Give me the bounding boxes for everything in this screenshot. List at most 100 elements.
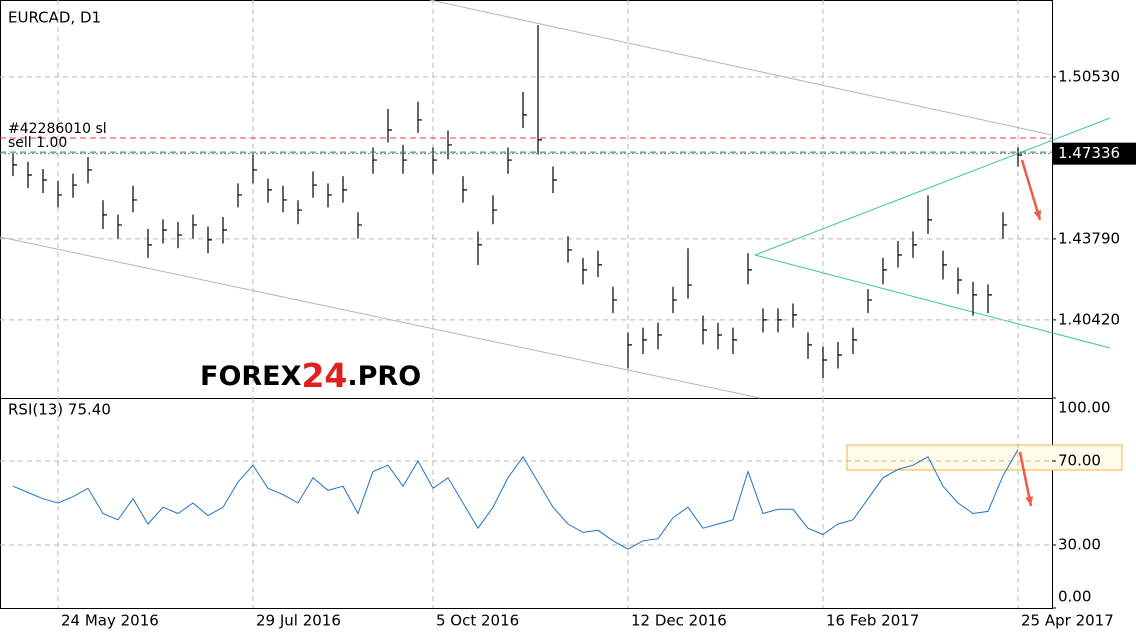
price-bar [342,176,347,203]
price-bar [702,315,707,345]
price-bar [687,248,692,299]
price-bar [462,176,467,203]
price-bar [102,200,107,230]
price-bar [402,144,407,174]
price-bar [492,195,497,225]
price-bar [1002,212,1007,239]
price-bar [732,327,737,355]
price-bar [912,231,917,258]
price-bar [582,257,587,285]
price-panel [0,0,1053,399]
price-bar [927,195,932,234]
price-bar [867,289,872,314]
price-bar [387,108,392,143]
price-bar [42,168,47,193]
price-bar [222,217,227,244]
rsi-panel [0,398,1053,609]
price-bar [792,303,797,328]
price-bar [717,322,722,350]
price-bar [12,153,17,177]
x-tick-label: 24 May 2016 [61,612,159,630]
x-tick-label: 29 Jul 2016 [256,612,341,630]
price-bar [522,92,527,129]
price-bar [447,130,452,160]
price-bar [837,342,842,369]
price-bar [477,231,482,266]
price-bar [207,226,212,254]
chart-title: EURCAD, D1 [8,9,101,27]
watermark: FOREX24.PRO [200,356,421,395]
price-bar [822,346,827,379]
current-price-label: 1.47336 [1058,144,1120,162]
price-bar [507,147,512,174]
y-tick-label: 70.00 [1058,452,1101,470]
price-bar [117,214,122,239]
price-bar [27,161,32,189]
price-bar [72,173,77,198]
price-bar [627,332,632,369]
price-bar [327,183,332,208]
price-bar [552,166,557,193]
y-tick-label: 1.43790 [1058,229,1120,247]
level-label: sell 1.00 [8,135,67,151]
channel-upper [429,0,1053,136]
watermark-part: .PRO [347,361,421,392]
price-bar [597,250,602,278]
price-bar [267,178,272,203]
x-tick-label: 12 Dec 2016 [631,612,727,630]
price-bar [537,24,542,155]
price-bar [897,241,902,268]
price-bar [852,327,857,355]
price-bar [777,308,782,333]
price-bar [162,219,167,244]
price-bar [972,281,977,316]
price-bar [282,185,287,213]
price-bar [642,327,647,355]
price-bar [957,267,962,294]
channel-lower [0,236,761,399]
price-bar [657,322,662,350]
price-bar [297,200,302,225]
triangle-upper [754,117,1111,256]
price-bar [87,156,92,184]
price-bar [567,236,572,263]
price-bar [192,214,197,239]
price-bar [357,212,362,239]
price-bar [432,147,437,174]
arrow-head [1025,496,1033,506]
watermark-part: 24 [301,356,347,395]
rsi-highlight [846,444,1123,471]
price-bar [762,308,767,333]
level-label: #42286010 sl [8,121,107,137]
rsi-title: RSI(13) 75.40 [8,401,111,419]
price-bar [177,221,182,249]
y-tick-label: 1.50530 [1058,67,1120,85]
y-tick-label: 30.00 [1058,536,1101,554]
price-bar [312,171,317,198]
price-bar [672,286,677,314]
x-tick-label: 25 Apr 2017 [1021,612,1114,630]
price-bar [252,154,257,184]
price-bar [1017,147,1022,167]
price-bar [807,332,812,359]
price-bar [747,253,752,285]
x-tick-label: 16 Feb 2017 [826,612,919,630]
price-bar [942,250,947,280]
price-bar [612,286,617,314]
price-bar [147,229,152,258]
y-tick-label: 100.00 [1058,399,1111,417]
price-bar [372,147,377,174]
arrow [1020,159,1042,221]
price-bar [987,284,992,314]
watermark-part: FOREX [200,361,302,392]
y-tick-label: 0.00 [1058,588,1091,606]
triangle-lower [754,254,1111,349]
price-bar [237,183,242,208]
price-bar [417,101,422,133]
rsi-line [12,449,1019,550]
x-tick-label: 5 Oct 2016 [436,612,519,630]
price-bar [57,180,62,208]
price-bar [882,257,887,285]
price-bar [132,185,137,213]
